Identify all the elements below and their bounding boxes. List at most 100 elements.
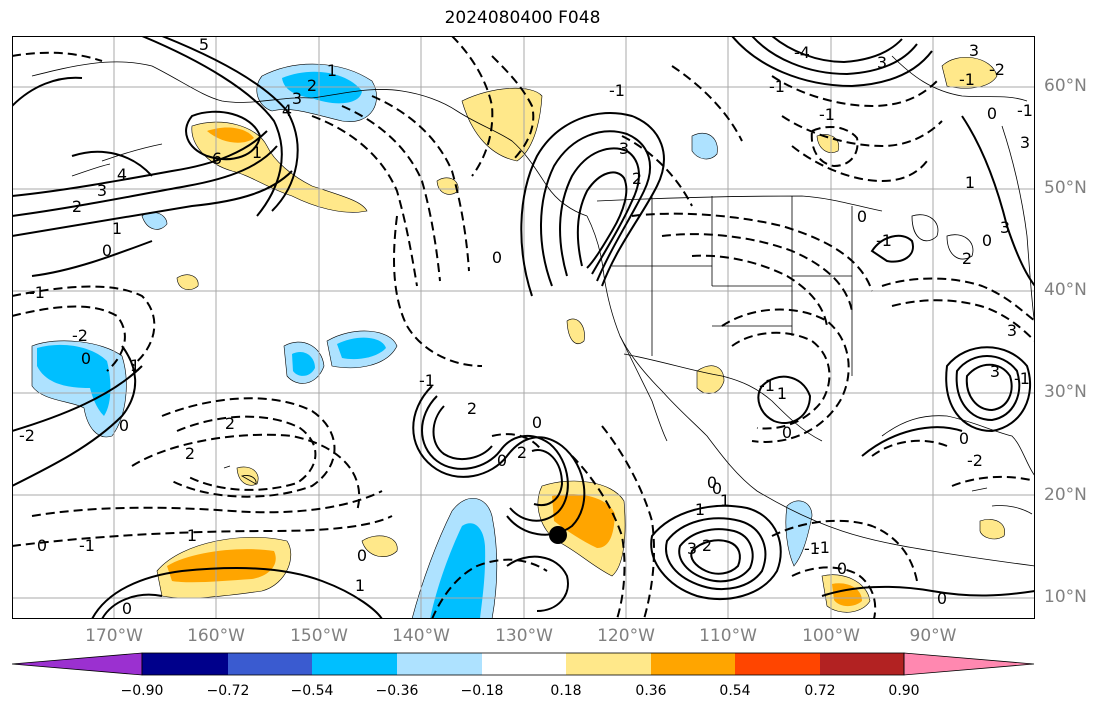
colorbar-segment xyxy=(312,653,397,675)
lon-label: 120°W xyxy=(597,626,655,646)
contour-label: 0 xyxy=(357,546,367,565)
contour-gulf-circle-2 xyxy=(955,355,1021,422)
contour-label: 1 xyxy=(355,576,365,595)
contour-label: -2 xyxy=(72,326,88,345)
contour-neg-5 xyxy=(131,433,361,512)
contour-label: -1 xyxy=(876,231,892,250)
contour-east-pacific-hi-1 xyxy=(650,504,782,600)
contour-label: 3 xyxy=(1020,133,1030,152)
contour-label: 0 xyxy=(937,589,947,608)
contour-label: 6 xyxy=(212,149,222,168)
contour-east-pacific-hi-4 xyxy=(690,539,741,575)
contour-label: 3 xyxy=(687,539,697,558)
lon-label: 110°W xyxy=(699,626,757,646)
colorbar-tick: −0.18 xyxy=(460,683,504,699)
contour-neg-3 xyxy=(161,397,336,498)
contour-coast-hi-3 xyxy=(559,147,640,277)
contour-label: 1 xyxy=(720,491,730,510)
contour-label: 3 xyxy=(619,139,629,158)
contour-neg-20 xyxy=(781,115,943,148)
contour-neg-26 xyxy=(951,475,1035,487)
contour-alaska-2 xyxy=(141,36,283,217)
contour-neg-28 xyxy=(601,425,655,619)
contour-label: -2 xyxy=(989,60,1005,79)
contour-label: 0 xyxy=(837,559,847,578)
contour-alaska-3 xyxy=(12,170,293,237)
colorbar-tick: 0.36 xyxy=(635,683,667,699)
contour-label: 0 xyxy=(102,241,112,260)
contour-east-pacific-hi-2 xyxy=(665,517,767,590)
lat-label: 40°N xyxy=(1044,280,1087,300)
contour-label: 5 xyxy=(199,36,209,54)
colorbar-segment xyxy=(142,653,228,675)
contour-neg-8 xyxy=(311,115,418,287)
contour-east-pacific-hi-3 xyxy=(678,528,754,583)
lat-label: 50°N xyxy=(1044,178,1087,198)
contour-label: 2 xyxy=(632,169,642,188)
contour-gulf-circle-1 xyxy=(945,346,1032,433)
contour-neg-31 xyxy=(791,566,877,619)
contour-south-loop xyxy=(101,593,163,619)
caribbean-islands xyxy=(971,487,1033,515)
contour-neg-6 xyxy=(31,490,383,517)
contour-label: -1 xyxy=(1017,101,1033,120)
us-canada-border xyxy=(596,195,883,212)
gulf-of-mexico-coast xyxy=(881,415,1035,477)
anomaly-negative-subtropical-core xyxy=(430,523,486,619)
contour-label: 3 xyxy=(990,362,1000,381)
contour-fig8-1 xyxy=(412,385,586,536)
contour-label: 4 xyxy=(117,165,127,184)
contour-east-mex-1 xyxy=(821,585,1035,597)
contour-gulf-1 xyxy=(861,426,963,457)
shaded-anomaly-areas xyxy=(31,57,1005,619)
contour-label: 0 xyxy=(982,231,992,250)
baja-california xyxy=(619,335,668,442)
contour-neg-27 xyxy=(571,455,626,619)
solid-contours xyxy=(12,36,1035,619)
contour-label: 0 xyxy=(37,536,47,555)
colorbar-segment xyxy=(482,653,566,675)
contour-sw-pacific-1 xyxy=(12,365,143,432)
lat-label: 60°N xyxy=(1044,76,1087,96)
colorbar-tick: 0.18 xyxy=(550,683,582,699)
contour-label: 3 xyxy=(1007,321,1017,340)
colorbar xyxy=(12,652,1035,676)
contour-label: 2 xyxy=(517,443,527,462)
contour-alaska-6 xyxy=(31,150,153,277)
contour-gulf-circle-3 xyxy=(965,363,1013,412)
contour-label: 2 xyxy=(307,76,317,95)
contour-labels: 5 4 3 2 1 0 -1 6 4 3 2 1 0 -1 -2 -2 0 1 … xyxy=(19,36,1033,618)
colorbar-tick: 0.72 xyxy=(804,683,836,699)
lat-label: 30°N xyxy=(1044,382,1087,402)
lon-label: 90°W xyxy=(909,626,957,646)
colorbar-segment xyxy=(820,653,904,675)
lon-label: 130°W xyxy=(495,626,553,646)
contour-label: 3 xyxy=(97,181,107,200)
colorbar-segment xyxy=(566,653,651,675)
contour-mid-1 xyxy=(870,234,914,263)
contour-bering-circle xyxy=(185,110,262,161)
colorbar-segment xyxy=(903,652,1035,676)
contour-label: -1 xyxy=(959,70,975,89)
contour-label: 0 xyxy=(712,479,722,498)
lon-label: 160°W xyxy=(187,626,245,646)
contour-label: -1 xyxy=(819,105,835,124)
contour-label: 3 xyxy=(292,89,302,108)
contour-nw-zero xyxy=(12,76,83,107)
contour-label: 4 xyxy=(282,101,292,120)
contour-label: -1 xyxy=(79,536,95,555)
colorbar-tick: 0.90 xyxy=(888,683,920,699)
map-title: 2024080400 F048 xyxy=(444,8,601,28)
contour-label: 3 xyxy=(1000,218,1010,237)
colorbar-segment xyxy=(397,653,482,675)
colorbar-tick: 0.54 xyxy=(719,683,751,699)
contour-fig8-2 xyxy=(421,395,569,522)
contour-label: -1 xyxy=(29,283,45,302)
anomaly-negative-west-pacific-core xyxy=(37,344,111,416)
contour-label: -1 xyxy=(1014,369,1030,388)
colorbar-segment xyxy=(735,653,820,675)
contour-neg-23 xyxy=(881,277,1035,322)
contour-hudson-2 xyxy=(751,36,918,76)
contour-south-pacific xyxy=(91,567,383,619)
lon-label: 140°W xyxy=(392,626,450,646)
